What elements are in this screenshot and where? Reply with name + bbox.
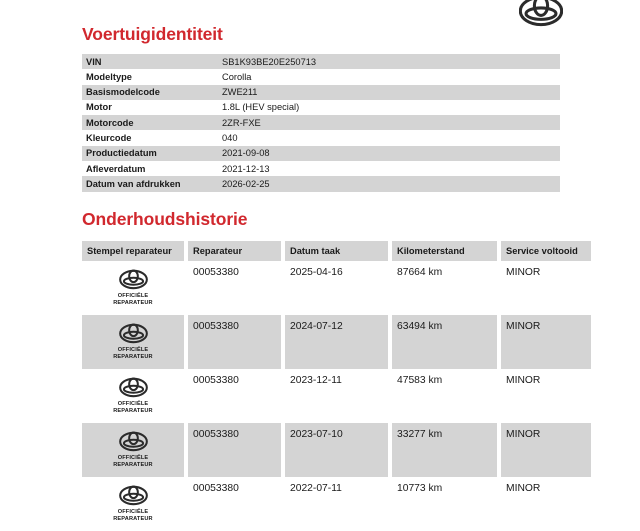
table-row: Productiedatum 2021-09-08 [82,145,560,162]
identity-value: SB1K93BE20E250713 [222,56,317,67]
cell-service: MINOR [501,314,591,369]
stamp-caption-line1: OFFICIËLE [117,508,149,515]
stamp-caption-line1: OFFICIËLE [117,400,149,407]
stamp-caption-line2: REPARATEUR [113,462,153,469]
identity-label: Motor [86,102,112,113]
table-row: Kleurcode 040 [82,130,560,145]
vehicle-identity-table: VIN SB1K93BE20E250713 Modeltype Corolla … [82,54,560,192]
cell-mileage: 47583 km [397,374,443,386]
cell-service: MINOR [506,266,541,278]
identity-label: Kleurcode [86,133,132,144]
table-row: OFFICIËLE REPARATEUR 00053380 2024-07-12… [82,314,591,369]
identity-value: Corolla [222,71,252,82]
cell-service: MINOR [506,482,541,494]
identity-value: 2ZR-FXE [222,117,261,128]
toyota-emblem-icon [118,431,148,452]
identity-label: Basismodelcode [86,87,160,98]
cell-reparateur: 00053380 [193,374,239,386]
table-row: Modeltype Corolla [82,69,560,84]
column-header-reparateur: Reparateur [188,240,281,261]
identity-value: 2021-12-13 [222,163,270,174]
identity-value: 1.8L (HEV special) [222,102,300,113]
table-row: Motorcode 2ZR-FXE [82,115,560,131]
column-header-service: Service voltooid [501,240,591,261]
stamp-caption-line2: REPARATEUR [113,300,153,307]
stamp-caption-line2: REPARATEUR [113,516,153,523]
table-row: OFFICIËLE REPARATEUR 00053380 2025-04-16… [82,261,591,315]
stamp-caption: OFFICIËLE REPARATEUR [113,509,153,524]
cell-mileage: 33277 km [392,422,497,477]
toyota-emblem-icon [118,377,148,398]
identity-label: Afleverdatum [86,163,146,174]
cell-service: MINOR [501,422,591,477]
stamp-caption-line2: REPARATEUR [113,408,153,415]
stamp-caption-line1: OFFICIËLE [117,454,149,461]
table-row: OFFICIËLE REPARATEUR 00053380 2023-12-11… [82,369,591,423]
identity-value: 040 [222,133,238,144]
identity-value: ZWE211 [222,87,258,98]
table-row: OFFICIËLE REPARATEUR 00053380 2023-07-10… [82,422,591,477]
table-row: Basismodelcode ZWE211 [82,84,560,100]
table-row: Motor 1.8L (HEV special) [82,100,560,115]
stamp-cell: OFFICIËLE REPARATEUR [82,477,184,531]
cell-date: 2022-07-11 [290,482,342,494]
table-row: VIN SB1K93BE20E250713 [82,54,560,70]
cell-reparateur: 00053380 [193,266,239,278]
cell-reparateur: 00053380 [188,314,281,369]
page-title-identity: Voertuigidentiteit [82,24,223,44]
stamp-cell: OFFICIËLE REPARATEUR [82,261,184,315]
toyota-emblem-icon [118,485,148,506]
identity-label: Datum van afdrukken [86,178,181,189]
cell-reparateur: 00053380 [193,482,239,494]
table-row: Afleverdatum 2021-12-13 [82,161,560,176]
table-row: Datum van afdrukken 2026-02-25 [82,176,560,192]
stamp-cell: OFFICIËLE REPARATEUR [82,369,184,423]
stamp-cell: OFFICIËLE REPARATEUR [82,422,184,477]
stamp-cell: OFFICIËLE REPARATEUR [82,314,184,369]
identity-label: Motorcode [86,117,134,128]
column-header-date: Datum taak [285,240,388,261]
cell-reparateur: 00053380 [188,422,281,477]
stamp-caption-line2: REPARATEUR [113,354,153,361]
identity-label: VIN [86,56,102,67]
identity-value: 2021-09-08 [222,148,270,159]
table-row: OFFICIËLE REPARATEUR 00053380 2022-07-11… [82,477,591,531]
stamp-caption-line1: OFFICIËLE [117,346,149,353]
table-header-row: Stempel reparateur Reparateur Datum taak… [82,240,591,261]
column-header-mileage: Kilometerstand [392,240,497,261]
cell-date: 2023-12-11 [290,374,342,386]
page-title-history: Onderhoudshistorie [82,208,248,229]
cell-date: 2025-04-16 [290,266,343,278]
toyota-emblem-icon [118,269,148,290]
cell-mileage: 63494 km [392,314,497,369]
toyota-emblem-icon [118,323,148,344]
stamp-caption: OFFICIËLE REPARATEUR [113,293,153,308]
stamp-caption: OFFICIËLE REPARATEUR [113,455,153,470]
cell-mileage: 10773 km [397,482,443,494]
stamp-caption: OFFICIËLE REPARATEUR [113,347,153,362]
cell-date: 2024-07-12 [285,314,388,369]
identity-label: Productiedatum [86,148,157,159]
cell-date: 2023-07-10 [285,422,388,477]
stamp-caption: OFFICIËLE REPARATEUR [113,401,153,416]
stamp-caption-line1: OFFICIËLE [117,292,149,299]
identity-value: 2026-02-25 [222,178,270,189]
cell-mileage: 87664 km [397,266,443,278]
cell-service: MINOR [506,374,541,386]
document-body: Voertuigidentiteit VIN SB1K93BE20E250713… [82,0,591,531]
toyota-emblem-icon [519,0,563,28]
column-header-stamp: Stempel reparateur [82,240,184,261]
maintenance-history-table: Stempel reparateur Reparateur Datum taak… [78,240,595,531]
identity-label: Modeltype [86,71,132,82]
